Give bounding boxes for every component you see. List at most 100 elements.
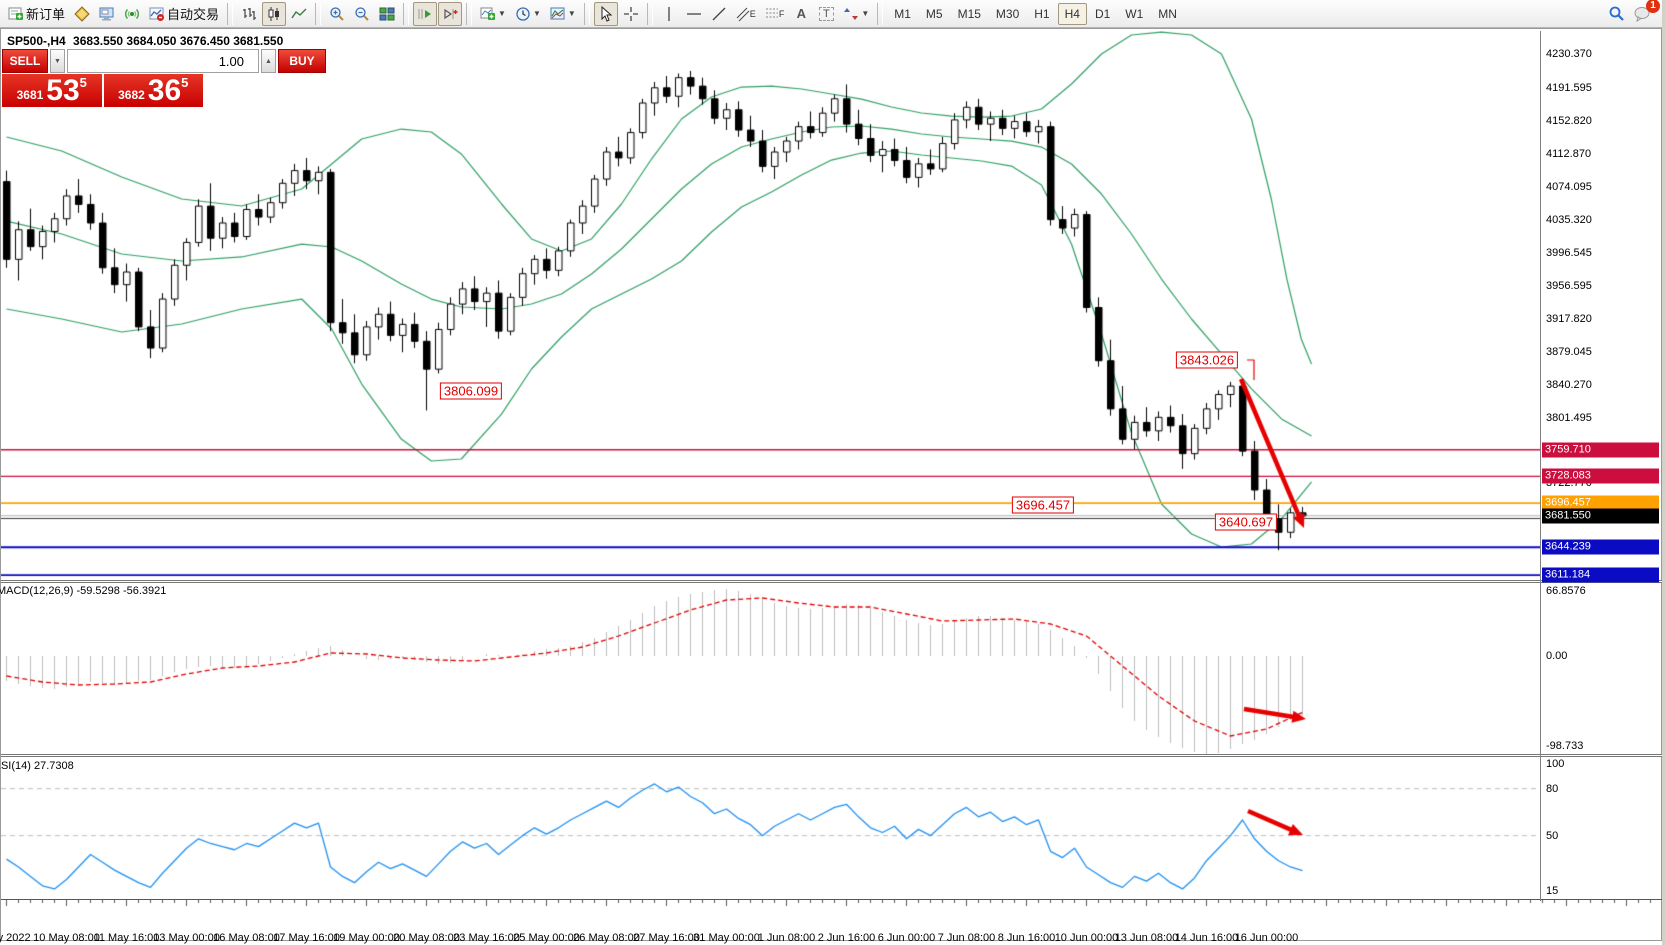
price-axis-tick: 3956.595 xyxy=(1546,280,1592,292)
new-order-button[interactable]: 新订单 xyxy=(4,2,69,26)
toolbar-separator xyxy=(403,2,410,25)
bar-chart-mode-button[interactable] xyxy=(237,2,261,26)
trendline-icon xyxy=(712,7,726,20)
time-axis-label: 13 Jun 08:00 xyxy=(1114,932,1179,944)
gold-diamond-icon xyxy=(74,5,90,22)
tab-timeframe-m1[interactable]: M1 xyxy=(894,6,911,21)
time-axis-label: 2 Jun 16:00 xyxy=(817,932,876,944)
arrow-objects-icon xyxy=(844,7,859,20)
period-button[interactable]: ▼ xyxy=(511,2,545,26)
price-callout-label: 3640.697 xyxy=(1214,513,1278,531)
fibonacci-tool-button[interactable]: F xyxy=(761,2,789,26)
tab-timeframe-m5[interactable]: M5 xyxy=(925,6,943,21)
chart-shift-icon xyxy=(444,8,458,19)
text-tool-button[interactable]: A xyxy=(789,2,813,26)
strategy-tester-button[interactable] xyxy=(120,2,144,26)
time-axis-label: 14 Jun 16:00 xyxy=(1174,932,1239,944)
toolbar-separator xyxy=(466,2,473,25)
price-chart-canvas[interactable] xyxy=(1,31,1540,581)
volume-increase-button[interactable]: ▲ xyxy=(261,49,276,73)
time-axis-label: 10 Jun 00:00 xyxy=(1054,932,1119,944)
price-axis-tick: 4230.370 xyxy=(1546,48,1592,60)
notifications-button[interactable]: 1 xyxy=(1630,0,1660,26)
price-tag-label: 3759.710 xyxy=(1542,442,1659,458)
chart-template-button[interactable]: ▼ xyxy=(546,2,580,26)
horizontal-line-tool-button[interactable] xyxy=(682,2,706,26)
line-chart-mode-button[interactable] xyxy=(287,2,311,26)
pane-separator[interactable] xyxy=(1,580,1662,583)
time-axis-label: 19 May 00:00 xyxy=(333,932,400,944)
price-axis-tick: 4191.595 xyxy=(1546,82,1592,94)
channel-tool-button[interactable]: E xyxy=(732,2,760,26)
time-axis-label: 23 May 16:00 xyxy=(453,932,520,944)
rsi-indicator-label: RSI(14) 27.7308 xyxy=(0,760,74,772)
add-indicator-button[interactable]: ▼ xyxy=(476,2,510,26)
metaeditor-button[interactable] xyxy=(70,2,94,26)
time-axis-label: 8 Jun 16:00 xyxy=(997,932,1056,944)
vertical-line-tool-button[interactable] xyxy=(657,2,681,26)
rsi-pane-canvas[interactable] xyxy=(1,757,1540,899)
chart-shift-button[interactable] xyxy=(438,1,463,26)
buy-price-big: 36 xyxy=(147,74,182,107)
time-axis-label: 16 Jun 00:00 xyxy=(1234,932,1299,944)
time-axis-label: 31 May 00:00 xyxy=(693,932,760,944)
line-chart-icon xyxy=(291,8,307,18)
auto-trading-icon xyxy=(149,7,165,21)
price-axis-tick: 4035.320 xyxy=(1546,214,1592,226)
horizontal-line-icon xyxy=(686,12,701,15)
pane-separator[interactable] xyxy=(1,754,1662,757)
text-label-tool-button[interactable]: T xyxy=(814,2,838,26)
price-callout-label: 3696.457 xyxy=(1011,496,1075,514)
tab-timeframe-m30[interactable]: M30 xyxy=(995,6,1020,21)
price-axis-tick: 3879.045 xyxy=(1546,346,1592,358)
tab-timeframe-h4[interactable]: H4 xyxy=(1057,2,1087,25)
search-button[interactable] xyxy=(1604,2,1629,26)
buy-button[interactable]: BUY xyxy=(278,49,326,73)
tab-timeframe-mn[interactable]: MN xyxy=(1158,6,1177,21)
tab-timeframe-w1[interactable]: W1 xyxy=(1125,6,1144,21)
tile-windows-button[interactable] xyxy=(375,2,399,26)
text-tool-icon: A xyxy=(796,6,806,21)
cursor-tool-button[interactable] xyxy=(593,1,618,26)
rsi-axis-tick: 15 xyxy=(1546,885,1559,897)
tab-timeframe-m15[interactable]: M15 xyxy=(957,6,981,21)
crosshair-tool-button[interactable] xyxy=(619,2,643,26)
auto-scroll-button[interactable] xyxy=(413,1,438,26)
time-axis-label: 25 May 00:00 xyxy=(513,932,580,944)
time-axis-label: 16 May 08:00 xyxy=(213,932,280,944)
cursor-arrow-icon xyxy=(601,5,613,22)
time-axis-border xyxy=(1,899,1662,900)
sell-price-big: 53 xyxy=(46,74,80,107)
chart-template-icon xyxy=(550,7,565,19)
volume-decrease-button[interactable]: ▼ xyxy=(50,49,65,73)
buy-price-box[interactable]: 3682 36 5 xyxy=(103,74,203,107)
trendline-tool-button[interactable] xyxy=(707,2,731,26)
auto-trading-label: 自动交易 xyxy=(167,7,220,22)
chart-window: SP500-,H4 3683.550 3684.050 3676.450 368… xyxy=(0,28,1662,944)
sell-button[interactable]: SELL xyxy=(2,49,48,73)
macd-axis-tick: 0.00 xyxy=(1546,650,1568,662)
tab-timeframe-h1[interactable]: H1 xyxy=(1034,6,1050,21)
price-axis-border xyxy=(1540,31,1541,901)
time-axis-label: May 2022 xyxy=(0,932,31,944)
candlestick-mode-button[interactable] xyxy=(262,1,287,26)
zoom-in-button[interactable] xyxy=(325,2,349,26)
zoom-out-button[interactable] xyxy=(350,2,374,26)
new-order-icon xyxy=(8,7,23,20)
price-callout-label: 3806.099 xyxy=(439,382,503,400)
bar-chart-icon xyxy=(243,7,257,20)
time-axis-label: 17 May 16:00 xyxy=(273,932,340,944)
auto-trading-button[interactable]: 自动交易 xyxy=(145,2,223,26)
price-callout-label: 3843.026 xyxy=(1175,351,1239,369)
arrows-tool-button[interactable]: ▼ xyxy=(839,2,873,26)
sell-price-box[interactable]: 3681 53 5 xyxy=(2,74,102,107)
macd-pane-canvas[interactable] xyxy=(1,583,1540,755)
terminal-button[interactable] xyxy=(95,2,119,26)
buy-price-prefix: 3682 xyxy=(118,88,145,102)
price-axis-tick: 3840.270 xyxy=(1546,379,1592,391)
volume-input[interactable] xyxy=(67,49,259,73)
time-axis-label: 26 May 08:00 xyxy=(573,932,640,944)
zoom-out-icon xyxy=(355,6,369,21)
tab-timeframe-d1[interactable]: D1 xyxy=(1094,6,1111,21)
